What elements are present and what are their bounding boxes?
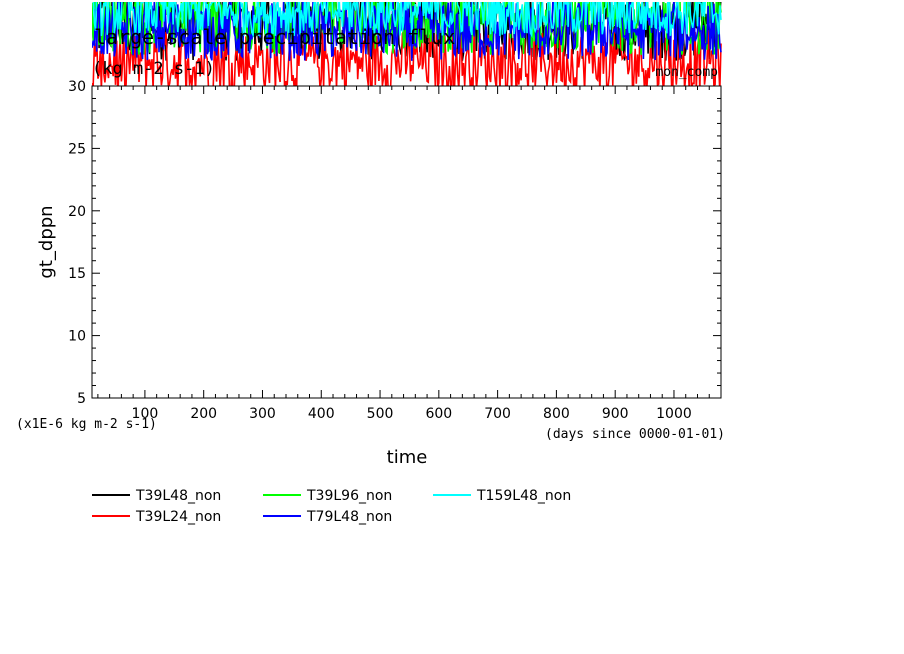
x-tick-label: 1000 — [656, 406, 692, 422]
plot-frame — [91, 85, 722, 399]
x-tick-label: 200 — [190, 406, 217, 422]
y-tick-label: 15 — [68, 266, 86, 282]
legend-label-t79l48: T79L48_non — [306, 509, 392, 525]
corner-label: mon_comp — [655, 65, 718, 80]
legend: T39L48_non T39L24_non T39L96_non T79L48_… — [92, 488, 571, 525]
legend-label-t39l96: T39L96_non — [306, 488, 392, 504]
tick-layer: 100 200 300 400 500 600 700 800 900 1000 5 10 15 20 25… — [68, 79, 722, 422]
x-tick-label: 500 — [367, 406, 394, 422]
x-unit-label: (days since 0000-01-01) — [545, 427, 725, 442]
x-tick-label: 600 — [425, 406, 452, 422]
y-unit-label: (x1E-6 kg m-2 s-1) — [16, 417, 157, 432]
x-tick-label: 700 — [484, 406, 511, 422]
legend-label-t39l48: T39L48_non — [135, 488, 221, 504]
series-line-4 — [92, 2, 722, 39]
series-layer — [92, 2, 722, 86]
legend-label-t159l48: T159L48_non — [476, 488, 571, 504]
x-tick-label: 900 — [602, 406, 629, 422]
x-tick-label: 100 — [132, 406, 159, 422]
y-tick-label: 10 — [68, 329, 86, 345]
y-tick-label: 20 — [68, 204, 86, 220]
chart-title: large-scale precipitation flux — [94, 25, 455, 49]
y-axis-title: gt_dppn — [36, 205, 57, 278]
x-tick-label: 300 — [249, 406, 276, 422]
y-tick-label: 25 — [68, 141, 86, 157]
legend-label-t39l24: T39L24_non — [135, 509, 221, 525]
x-axis-title: time — [387, 447, 428, 468]
chart-subtitle: (kg m-2 s-1) — [92, 59, 215, 79]
y-tick-label: 5 — [77, 391, 86, 407]
x-tick-label: 400 — [308, 406, 335, 422]
x-tick-label: 800 — [543, 406, 570, 422]
series-line-1 — [92, 27, 722, 86]
y-tick-label: 30 — [68, 79, 86, 95]
